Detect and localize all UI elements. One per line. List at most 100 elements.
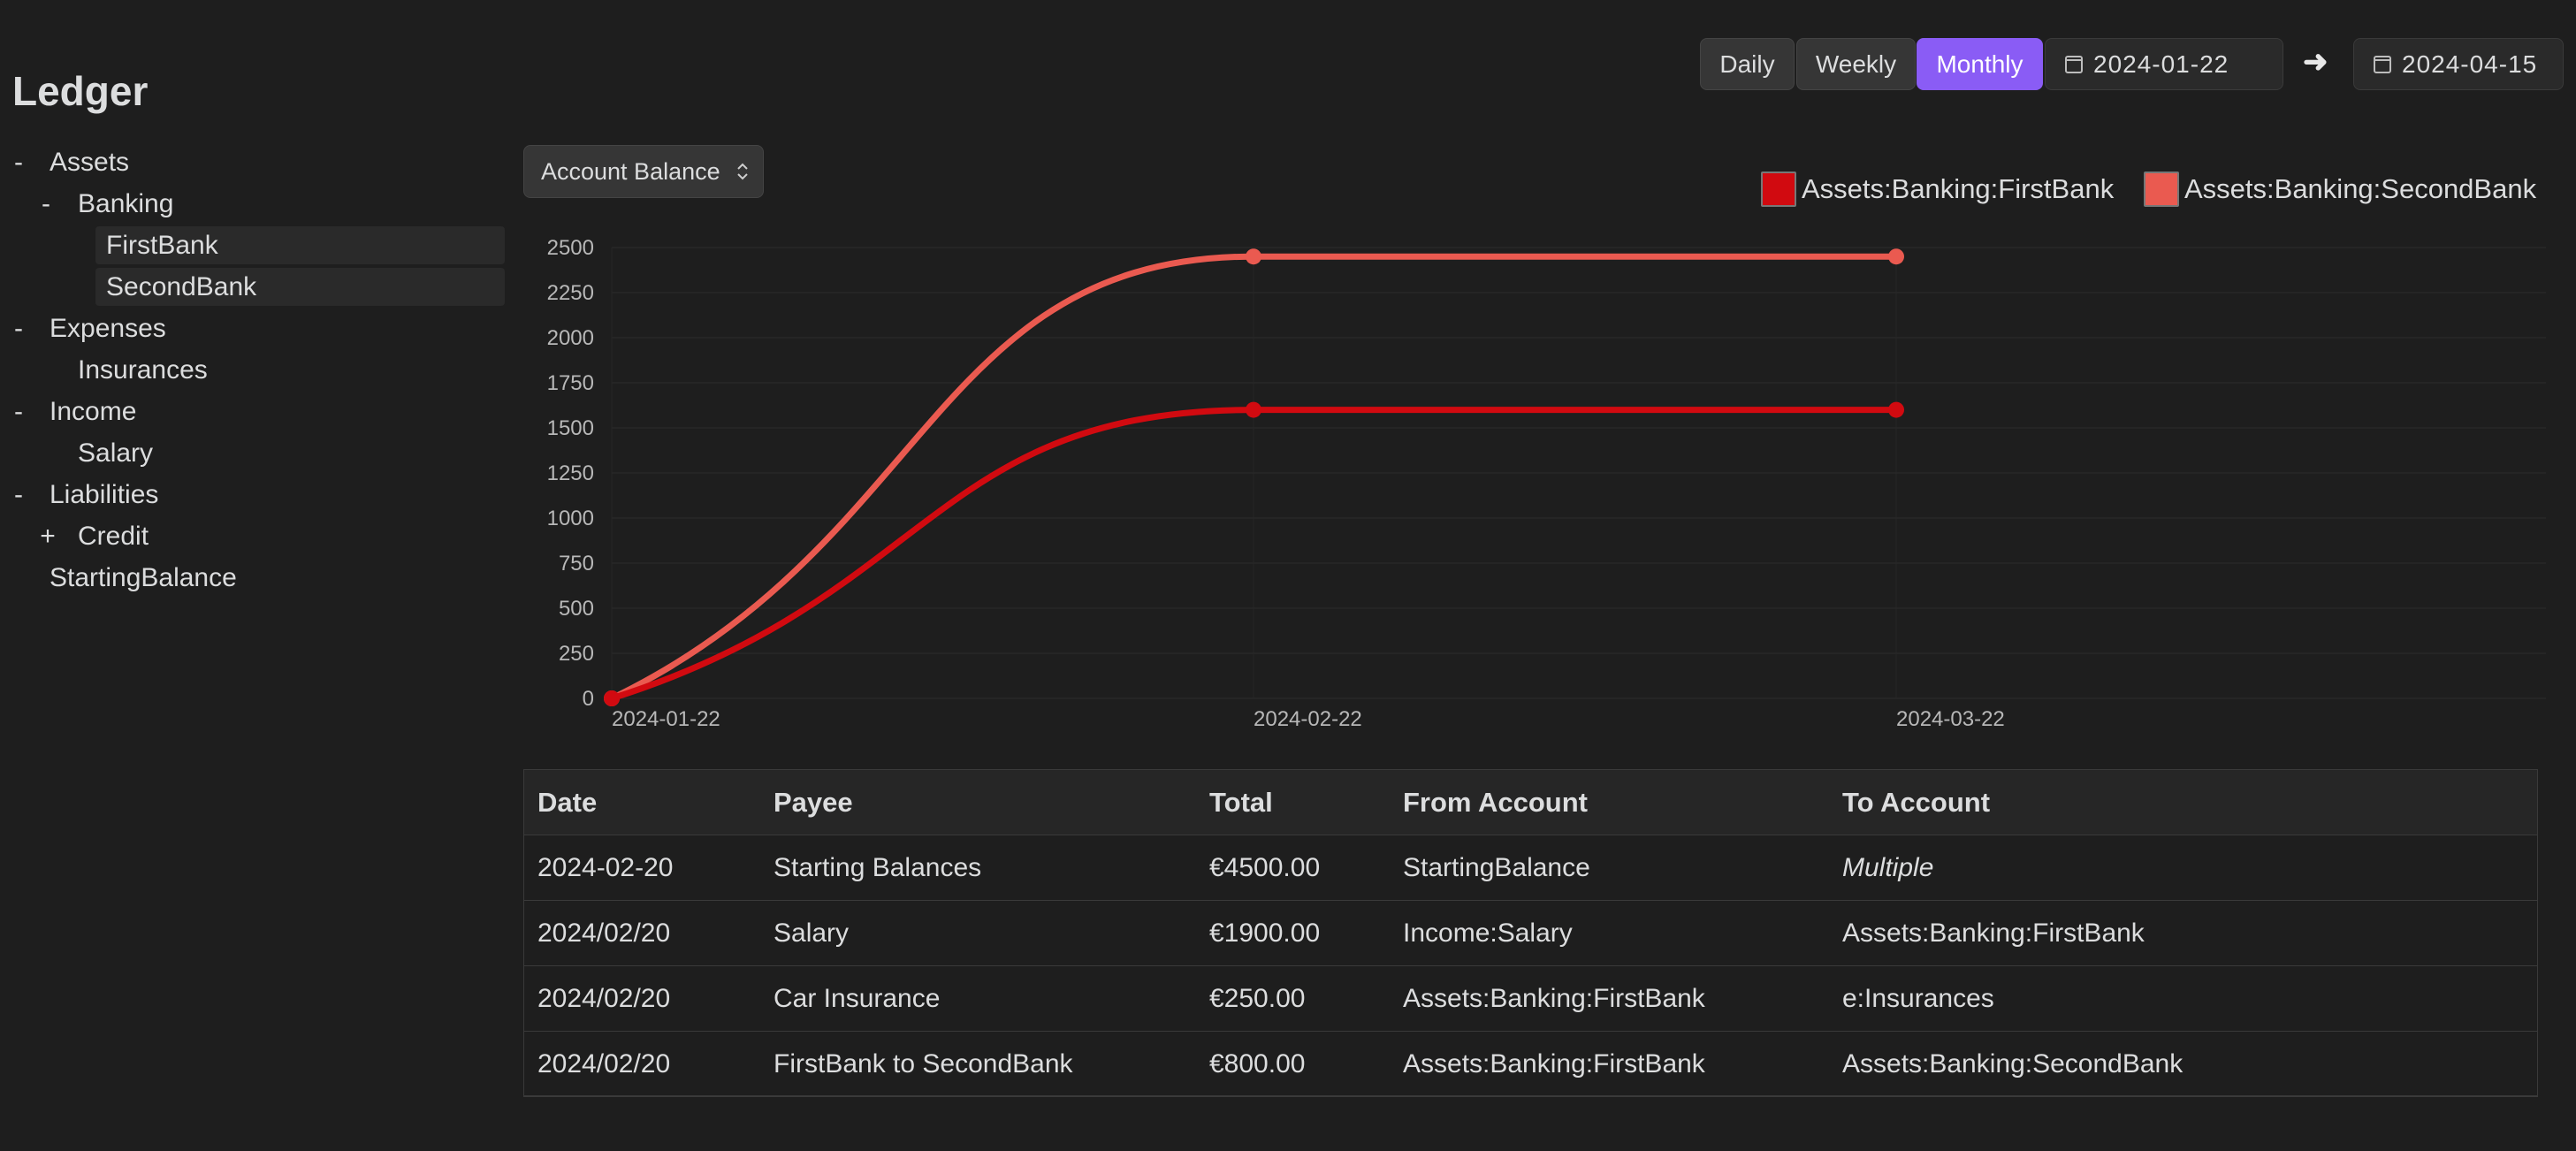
selection-highlight — [95, 226, 505, 264]
cell-date: 2024/02/20 — [523, 965, 759, 1032]
legend-label: Assets:Banking:SecondBank — [2184, 173, 2537, 204]
tree-item-credit[interactable]: + Credit — [0, 515, 508, 557]
weekly-button[interactable]: Weekly — [1796, 38, 1916, 90]
daily-button[interactable]: Daily — [1700, 38, 1795, 90]
cell-total: €800.00 — [1195, 1031, 1389, 1097]
table-row[interactable]: 2024/02/20 Salary €1900.00 Income:Salary… — [523, 900, 2538, 966]
y-tick-label: 0 — [583, 687, 594, 711]
cell-total: €1900.00 — [1195, 900, 1389, 966]
tree-item-secondbank[interactable]: SecondBank — [0, 266, 508, 308]
tree-item-startingbalance[interactable]: StartingBalance — [0, 557, 508, 598]
data-point-firstbank — [1246, 401, 1261, 418]
table-row[interactable]: 2024-02-20 Starting Balances €4500.00 St… — [523, 835, 2538, 901]
sidebar-title: Ledger — [12, 68, 149, 114]
selection-highlight — [95, 268, 505, 306]
data-point-firstbank — [1888, 401, 1904, 418]
expand-toggle[interactable]: + — [40, 522, 56, 551]
cell-to: Assets:Banking:SecondBank — [1828, 1031, 2538, 1097]
collapse-toggle[interactable]: - — [14, 148, 23, 177]
chart-type-select[interactable]: Account Balance — [523, 145, 764, 198]
y-tick-label: 1000 — [547, 507, 594, 530]
tree-item-label: Insurances — [78, 355, 208, 385]
collapse-toggle[interactable]: - — [14, 397, 23, 426]
cell-from: Assets:Banking:FirstBank — [1389, 965, 1828, 1032]
cell-payee: FirstBank to SecondBank — [759, 1031, 1195, 1097]
tree-item-label: Assets — [50, 148, 130, 177]
calendar-icon — [2374, 56, 2391, 73]
cell-payee: Salary — [759, 900, 1195, 966]
cell-from: Assets:Banking:FirstBank — [1389, 1031, 1828, 1097]
table-row[interactable]: 2024/02/20 FirstBank to SecondBank €800.… — [523, 1031, 2538, 1097]
account-tree: - Assets - Banking FirstBank SecondBank … — [0, 141, 508, 598]
start-date-field[interactable]: 2024-01-22 — [2045, 38, 2283, 90]
tree-item-assets[interactable]: - Assets — [0, 141, 508, 183]
tree-item-salary[interactable]: Salary — [0, 432, 508, 474]
cell-date: 2024/02/20 — [523, 1031, 759, 1097]
cell-from: Income:Salary — [1389, 900, 1828, 966]
tree-item-label: Income — [50, 397, 137, 426]
tree-item-label: Banking — [78, 189, 174, 218]
y-tick-label: 1500 — [547, 416, 594, 440]
transactions-table: Date Payee Total From Account To Account… — [523, 769, 2538, 1097]
tree-item-label: Credit — [78, 522, 149, 551]
tree-item-liabilities[interactable]: - Liabilities — [0, 474, 508, 515]
end-date-value: 2024-04-15 — [2402, 50, 2538, 78]
start-date-value: 2024-01-22 — [2093, 50, 2229, 78]
header-to-account[interactable]: To Account — [1828, 769, 2538, 835]
data-point-secondbank — [1888, 248, 1904, 265]
header-from-account[interactable]: From Account — [1389, 769, 1828, 835]
collapse-toggle[interactable]: - — [42, 189, 50, 218]
arrow-right-icon: ➜ — [2303, 45, 2328, 79]
legend-swatch-secondbank — [2144, 172, 2179, 207]
x-tick-label: 2024-02-22 — [1254, 707, 1362, 731]
cell-payee: Car Insurance — [759, 965, 1195, 1032]
y-tick-label: 2000 — [547, 326, 594, 350]
legend-label: Assets:Banking:FirstBank — [1802, 173, 2115, 204]
tree-item-income[interactable]: - Income — [0, 391, 508, 432]
calendar-icon — [2065, 56, 2083, 73]
collapse-toggle[interactable]: - — [14, 480, 23, 509]
y-tick-label: 250 — [559, 642, 594, 666]
data-point-secondbank — [1246, 248, 1261, 265]
table-row[interactable]: 2024/02/20 Car Insurance €250.00 Assets:… — [523, 965, 2538, 1032]
cell-to: Multiple — [1828, 835, 2538, 901]
cell-to: Assets:Banking:FirstBank — [1828, 900, 2538, 966]
header-total[interactable]: Total — [1195, 769, 1389, 835]
data-point-firstbank — [604, 690, 620, 706]
tree-item-label: Liabilities — [50, 480, 159, 509]
tree-item-banking[interactable]: - Banking — [0, 183, 508, 225]
tree-item-label: SecondBank — [106, 272, 257, 301]
header-date[interactable]: Date — [523, 769, 759, 835]
y-tick-label: 500 — [559, 597, 594, 621]
cell-total: €250.00 — [1195, 965, 1389, 1032]
cell-from: StartingBalance — [1389, 835, 1828, 901]
tree-item-label: FirstBank — [106, 231, 218, 260]
legend-swatch-firstbank — [1761, 172, 1796, 207]
x-tick-label: 2024-03-22 — [1896, 707, 2005, 731]
tree-item-label: Expenses — [50, 314, 166, 343]
tree-item-expenses[interactable]: - Expenses — [0, 308, 508, 349]
header-payee[interactable]: Payee — [759, 769, 1195, 835]
series-line-secondbank — [608, 253, 1900, 702]
table-header-row: Date Payee Total From Account To Account — [523, 769, 2538, 835]
x-tick-label: 2024-01-22 — [612, 707, 720, 731]
tree-item-insurances[interactable]: Insurances — [0, 349, 508, 391]
y-tick-label: 1250 — [547, 461, 594, 485]
cell-payee: Starting Balances — [759, 835, 1195, 901]
y-tick-label: 2500 — [547, 236, 594, 260]
y-tick-label: 750 — [559, 552, 594, 576]
monthly-button[interactable]: Monthly — [1917, 38, 2043, 90]
y-tick-label: 1750 — [547, 371, 594, 395]
collapse-toggle[interactable]: - — [14, 314, 23, 343]
cell-date: 2024-02-20 — [523, 835, 759, 901]
tree-item-label: Salary — [78, 438, 154, 468]
tree-item-firstbank[interactable]: FirstBank — [0, 225, 508, 266]
balance-line-chart: 0 250 500 750 1000 1250 1500 1750 2000 2250 2500 20… — [547, 236, 2546, 731]
cell-date: 2024/02/20 — [523, 900, 759, 966]
tree-item-label: StartingBalance — [50, 563, 237, 592]
chart-type-value: Account Balance — [541, 158, 720, 185]
cell-to: e:Insurances — [1828, 965, 2538, 1032]
end-date-field[interactable]: 2024-04-15 — [2353, 38, 2564, 90]
cell-total: €4500.00 — [1195, 835, 1389, 901]
